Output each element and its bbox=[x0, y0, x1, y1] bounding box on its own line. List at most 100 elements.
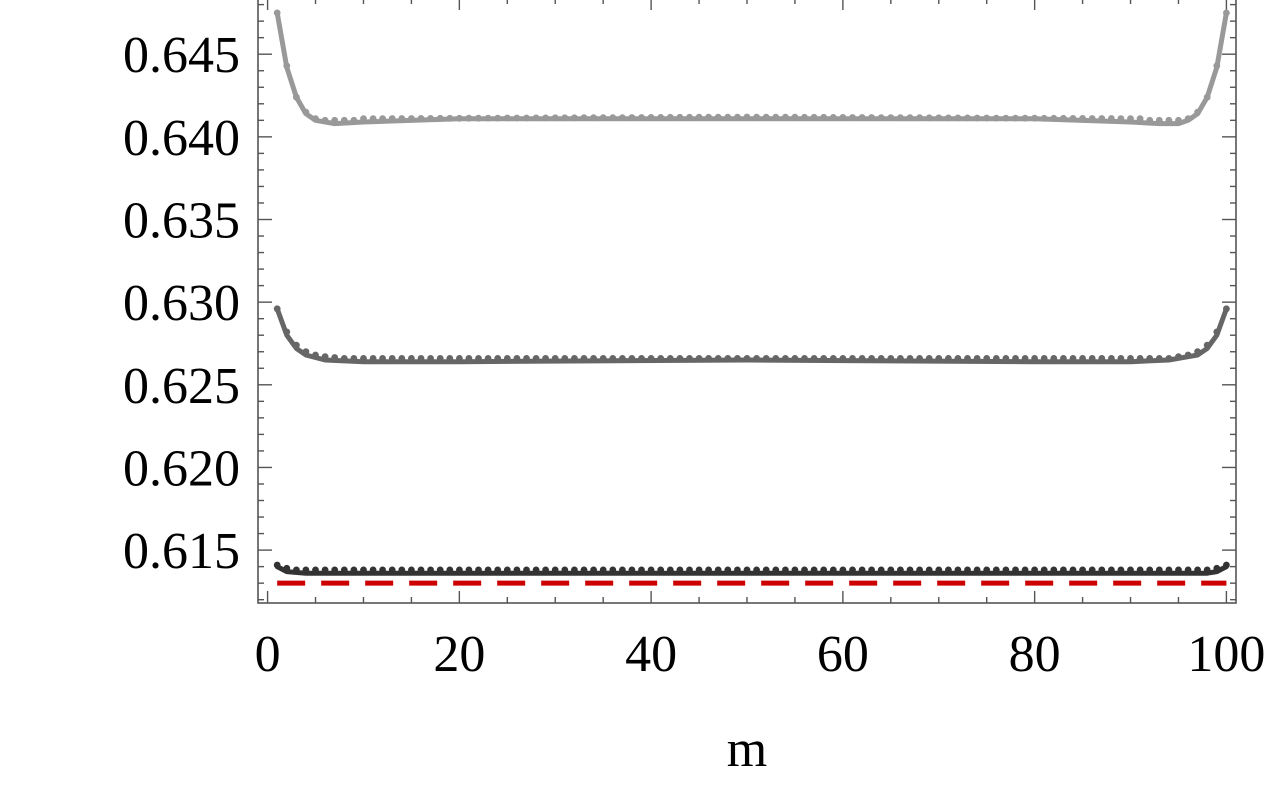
data-point bbox=[1184, 351, 1192, 359]
data-point bbox=[829, 114, 837, 121]
data-point bbox=[1213, 328, 1221, 336]
data-point bbox=[273, 305, 281, 313]
data-point bbox=[887, 355, 895, 362]
data-point bbox=[379, 355, 386, 362]
data-point bbox=[551, 355, 559, 362]
data-point bbox=[877, 114, 885, 121]
data-point bbox=[1108, 355, 1115, 362]
data-point bbox=[724, 113, 732, 121]
data-point bbox=[398, 115, 406, 122]
data-point bbox=[705, 355, 712, 362]
data-point bbox=[782, 113, 789, 121]
data-point bbox=[801, 566, 808, 574]
data-point bbox=[1108, 566, 1115, 574]
data-point bbox=[1040, 114, 1048, 122]
y-tick-label: 0.625 bbox=[123, 358, 240, 415]
x-tick-labels: 0 20 40 60 80 100 bbox=[255, 626, 1266, 683]
data-point bbox=[1117, 566, 1125, 574]
data-point bbox=[542, 355, 549, 362]
data-point bbox=[887, 114, 895, 121]
data-point bbox=[273, 9, 281, 17]
data-point bbox=[456, 566, 463, 574]
data-point bbox=[1146, 116, 1154, 124]
data-point bbox=[293, 566, 300, 574]
data-point bbox=[743, 113, 751, 121]
data-point bbox=[599, 114, 607, 121]
data-point bbox=[628, 114, 636, 121]
data-point bbox=[906, 566, 914, 574]
data-point bbox=[1165, 566, 1173, 574]
data-point bbox=[676, 566, 684, 574]
data-point bbox=[283, 62, 291, 70]
data-point bbox=[1050, 355, 1058, 362]
y-tick-label: 0.620 bbox=[123, 440, 240, 497]
data-point bbox=[935, 566, 943, 574]
data-point bbox=[1194, 348, 1201, 356]
data-point bbox=[858, 114, 866, 121]
data-point bbox=[484, 566, 492, 574]
y-tick-label: 0.615 bbox=[123, 523, 240, 580]
data-point bbox=[839, 566, 847, 574]
data-point bbox=[388, 566, 396, 574]
data-point bbox=[1175, 353, 1182, 361]
data-point bbox=[695, 113, 703, 121]
data-point bbox=[695, 566, 703, 574]
data-point bbox=[973, 114, 981, 122]
data-point bbox=[638, 355, 645, 362]
x-tick-label: 40 bbox=[625, 626, 677, 683]
series-dots-1 bbox=[273, 9, 1230, 124]
data-point bbox=[1146, 355, 1154, 362]
data-point bbox=[916, 114, 923, 122]
data-point bbox=[657, 114, 665, 121]
data-point bbox=[1127, 566, 1134, 574]
data-point bbox=[1069, 566, 1077, 574]
data-point bbox=[897, 355, 904, 362]
data-point bbox=[1031, 566, 1038, 574]
data-point bbox=[551, 566, 559, 574]
data-point bbox=[1203, 93, 1211, 101]
data-point bbox=[1098, 566, 1106, 574]
data-point bbox=[446, 566, 454, 574]
data-point bbox=[762, 355, 770, 362]
data-point bbox=[810, 355, 818, 362]
data-point bbox=[916, 355, 923, 362]
data-point bbox=[868, 566, 875, 574]
data-point bbox=[638, 566, 645, 574]
data-point bbox=[964, 114, 971, 122]
data-point bbox=[743, 566, 751, 574]
y-tick-labels: 0.615 0.620 0.625 0.630 0.635 0.640 0.645 bbox=[123, 27, 240, 580]
data-point bbox=[714, 355, 722, 362]
data-point bbox=[408, 355, 415, 362]
data-point bbox=[571, 114, 578, 122]
data-point bbox=[954, 355, 962, 362]
data-point bbox=[839, 355, 847, 362]
data-point bbox=[820, 566, 828, 574]
data-point bbox=[897, 114, 904, 122]
data-point bbox=[1117, 115, 1125, 122]
data-point bbox=[1069, 355, 1077, 362]
data-point bbox=[475, 566, 482, 574]
data-point bbox=[465, 114, 473, 122]
data-point bbox=[484, 114, 492, 122]
data-point bbox=[820, 355, 828, 362]
data-point bbox=[599, 355, 607, 362]
data-point bbox=[1021, 566, 1029, 574]
data-point bbox=[762, 113, 770, 121]
data-point bbox=[523, 114, 530, 122]
data-point bbox=[1184, 566, 1192, 574]
data-point bbox=[436, 355, 444, 362]
data-point bbox=[791, 566, 799, 574]
data-point bbox=[417, 355, 425, 362]
data-point bbox=[753, 355, 760, 362]
data-point bbox=[791, 355, 799, 362]
data-point bbox=[647, 566, 655, 574]
data-point bbox=[580, 355, 588, 362]
data-point bbox=[1040, 355, 1048, 362]
data-point bbox=[954, 114, 962, 122]
data-point bbox=[532, 566, 540, 574]
data-point bbox=[772, 566, 780, 574]
data-point bbox=[1031, 355, 1038, 362]
x-tick-label: 100 bbox=[1187, 626, 1265, 683]
data-point bbox=[1098, 115, 1106, 122]
